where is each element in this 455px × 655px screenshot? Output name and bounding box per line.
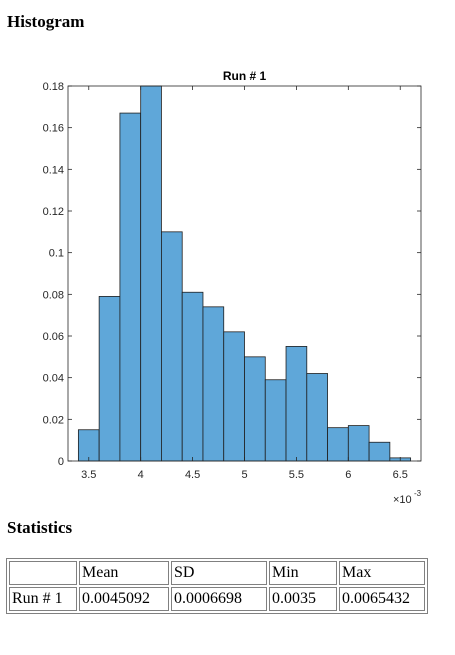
y-tick-label: 0.18: [43, 81, 64, 93]
histogram-bar: [285, 346, 308, 462]
y-tick-label: 0.14: [43, 164, 64, 176]
bars-layer: [77, 85, 412, 462]
histogram-bar: [306, 373, 328, 462]
stats-header-sd: SD: [171, 561, 267, 585]
stats-min-value: 0.0035: [269, 587, 337, 611]
y-tick-label: 0.04: [43, 373, 64, 385]
histogram-bar: [181, 291, 204, 462]
histogram-bar: [244, 356, 266, 462]
y-tick-label: 0.1: [49, 248, 64, 260]
x-tick-label: 6: [345, 469, 351, 481]
histogram-bar: [347, 425, 370, 462]
histogram-bar: [140, 85, 162, 462]
statistics-heading: Statistics: [7, 518, 73, 537]
stats-header-mean: Mean: [79, 561, 169, 585]
histogram-bar: [368, 441, 391, 462]
histogram-bar: [223, 331, 245, 462]
y-tick-label: 0: [58, 456, 64, 468]
stats-header-min: Min: [269, 561, 337, 585]
stats-header-max: Max: [339, 561, 425, 585]
stats-sd-value: 0.0006698: [171, 587, 267, 611]
y-tick-label: 0.16: [43, 123, 64, 135]
statistics-table: Mean SD Min Max Run # 1 0.0045092 0.0006…: [6, 558, 428, 614]
x-tick-label: 4: [138, 469, 144, 481]
stats-header-row: Mean SD Min Max: [9, 561, 425, 585]
stats-max-value: 0.0065432: [339, 587, 425, 611]
histogram-bar: [264, 379, 287, 462]
y-tick-label: 0.08: [43, 289, 64, 301]
histogram-bar: [119, 112, 142, 462]
stats-header-corner: [9, 561, 77, 585]
x-tick-label: 6.5: [393, 469, 408, 481]
histogram-bar: [77, 429, 100, 462]
histogram-bar: [327, 427, 349, 462]
stats-run-label: Run # 1: [9, 587, 77, 611]
histogram-bar: [161, 231, 183, 462]
x-tick-label: 4.5: [185, 469, 200, 481]
x-multiplier-label: ×10 -3: [393, 489, 422, 506]
stats-mean-value: 0.0045092: [79, 587, 169, 611]
y-tick-label: 0.12: [43, 206, 64, 218]
histogram-bar: [202, 306, 225, 462]
histogram-heading: Histogram: [7, 12, 85, 31]
ticks-layer: 0 0.02 0.04 0.06 0.08 0.1 0.12 0.14 0.16 0.18 3.5 4…: [43, 81, 421, 481]
y-tick-label: 0.02: [43, 414, 64, 426]
x-tick-label: 3.5: [81, 469, 96, 481]
chart-title: Run # 1: [223, 69, 267, 83]
y-tick-label: 0.06: [43, 331, 64, 343]
x-multiplier-exponent: -3: [414, 489, 422, 498]
histogram-chart: Run # 1 0 0.02 0.04 0.06 0.08 0.1 0.12 0.14 0.16…: [43, 69, 422, 506]
x-tick-label: 5.5: [289, 469, 304, 481]
stats-row-run-1: Run # 1 0.0045092 0.0006698 0.0035 0.006…: [9, 587, 425, 611]
x-multiplier-base: ×10: [393, 494, 412, 506]
x-tick-label: 5: [241, 469, 247, 481]
histogram-bar: [98, 296, 121, 462]
